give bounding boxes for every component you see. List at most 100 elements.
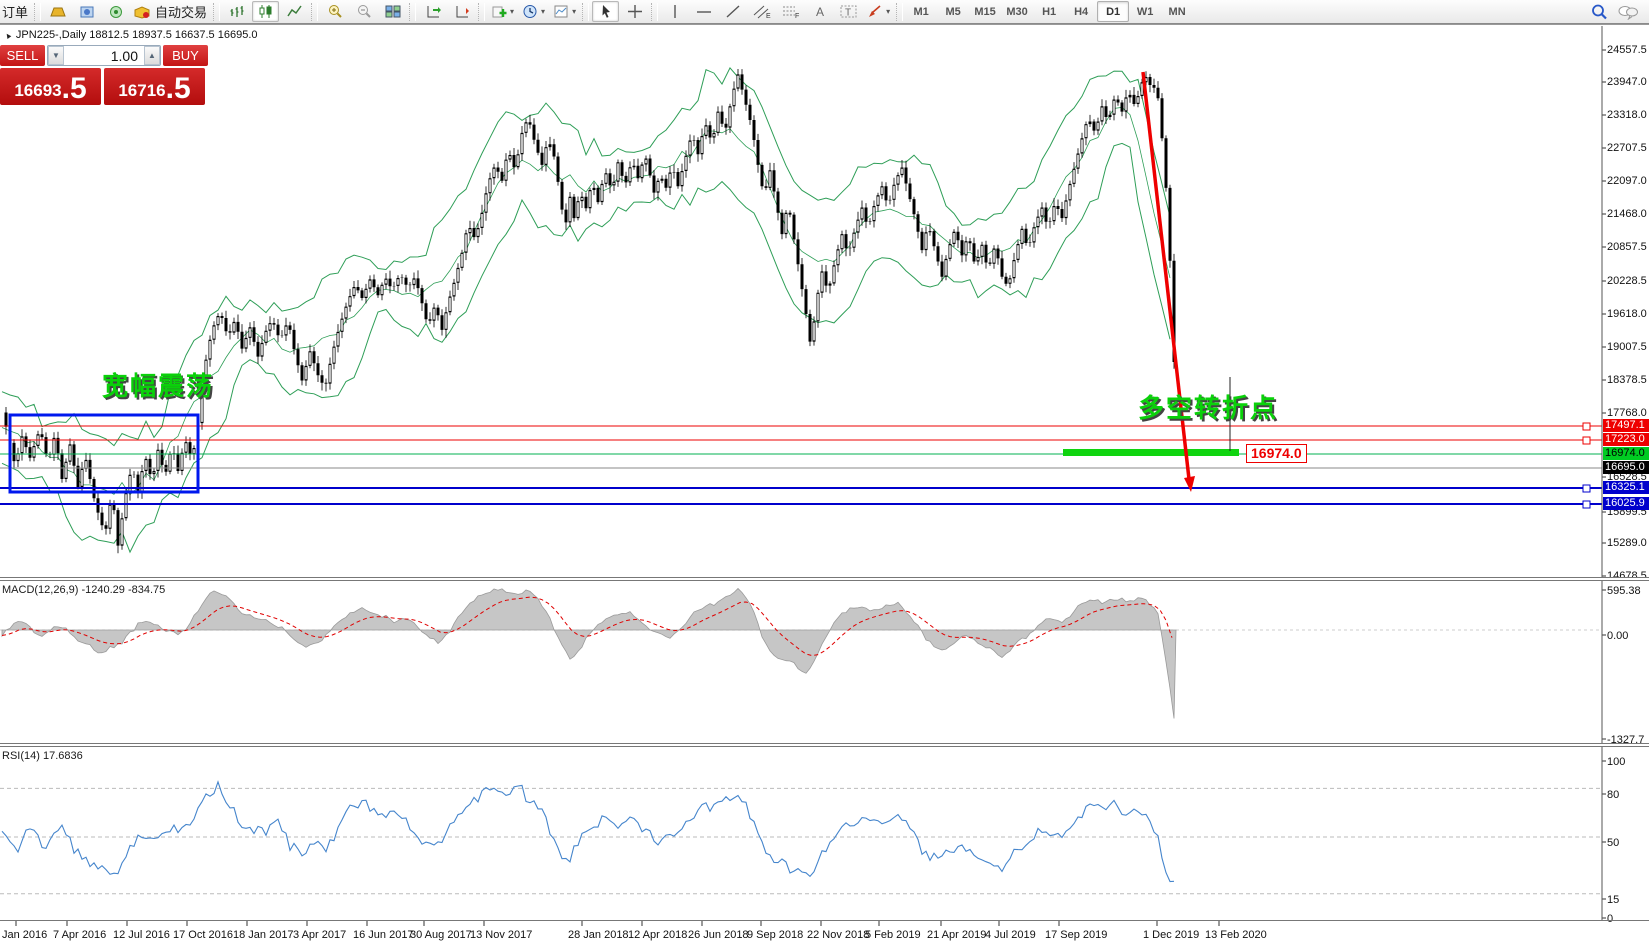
timeframe-button-m1[interactable]: M1 [913,5,929,18]
bar-chart-icon[interactable] [223,1,250,22]
line-endpoint-handle[interactable] [1582,484,1591,493]
date-label: 28 Jan 2018 [568,929,629,941]
new-order-label[interactable]: 订单 [2,5,29,20]
date-label: 17 Oct 2016 [173,929,233,941]
trade-prices-row: 16693 .5 16716 .5 [0,68,208,105]
crosshair-icon[interactable] [621,1,648,22]
trendline-icon[interactable] [719,1,746,22]
price-axis-tick: 17768.0 [1607,407,1647,419]
svg-text:A: A [816,5,824,19]
date-label: Jan 2016 [2,929,48,941]
date-label: 13 Nov 2017 [470,929,533,941]
date-label: 3 Apr 2017 [293,929,347,941]
volume-increase-button[interactable]: ▲ [144,46,160,65]
market-watch-icon[interactable] [73,1,100,22]
macd-signal-line[interactable] [1,596,1173,657]
zoom-out-icon[interactable] [350,1,377,22]
red-trend-arrowhead[interactable] [1184,476,1195,492]
date-label: 5 Feb 2019 [865,929,921,941]
price-axis-tick: 15289.0 [1607,537,1647,549]
candlestick-chart-icon[interactable] [252,1,280,22]
candle-bull-hollows [17,75,1147,545]
one-click-trade-panel: SELL ▼ ▲ BUY 16693 .5 16716 .5 [0,45,208,105]
date-label: 26 Jun 2018 [688,929,749,941]
blue-range-rectangle[interactable] [8,413,200,494]
periods-icon[interactable]: ▾ [519,1,548,22]
volume-input[interactable] [64,46,144,65]
buy-price-box[interactable]: 16716 .5 [104,68,205,105]
broadcast-icon[interactable] [102,1,129,22]
volume-stepper: ▼ ▲ [47,45,161,66]
buy-button[interactable]: BUY [163,45,208,66]
rsi-indicator-label: RSI(14) 17.6836 [2,750,83,762]
price-tag: 16695.0 [1603,461,1649,474]
price-tag: 16974.0 [1603,447,1649,460]
timeframe-button-h1[interactable]: H1 [1042,5,1057,18]
date-label: 30 Aug 2017 [410,929,472,941]
timeframe-buttons: M1 M5 M15 M30 H1 H4 D1 W1 MN [905,1,1193,22]
timeframe-button-m5[interactable]: M5 [945,5,961,18]
gold-ingot-icon[interactable] [44,1,71,22]
sell-price-box[interactable]: 16693 .5 [0,68,101,105]
timeframe-button-h4[interactable]: H4 [1074,5,1089,18]
chart-autoscroll-icon[interactable] [448,1,475,22]
chart-top-border [0,24,1649,25]
symbol-pointer-icon: ▲ [2,29,14,41]
zoom-in-icon[interactable] [321,1,348,22]
chart-shift-icon[interactable] [419,1,446,22]
timeframe-button-d1[interactable]: D1 [1097,1,1130,22]
price-axis-tick: 22707.5 [1607,142,1647,154]
price-axis-tick: 20228.5 [1607,275,1647,287]
date-label: 12 Apr 2018 [628,929,688,941]
timeframe-button-m15[interactable]: M15 [974,5,996,18]
date-label: 9 Sep 2018 [747,929,804,941]
macd-rsi-separator[interactable] [0,743,1649,747]
fibonacci-icon[interactable]: F [777,1,804,22]
rsi-axis-tick: 100 [1607,756,1626,768]
cursor-icon[interactable] [592,1,620,22]
annotation-wide-range-oscillation[interactable]: 宽幅震荡 [102,371,215,401]
autotrade-button[interactable]: 自动交易 [131,1,210,22]
tile-windows-icon[interactable] [379,1,406,22]
channel-icon[interactable]: E [748,1,775,22]
search-icon[interactable] [1585,1,1612,22]
price-axis-tick: 24557.5 [1607,44,1647,56]
rsi-line[interactable] [1,780,1175,883]
sell-button[interactable]: SELL [0,45,45,66]
toolbar-separator [896,2,904,21]
timeframe-button-w1[interactable]: W1 [1136,5,1154,18]
macd-histogram[interactable] [1,587,1177,719]
price-axis-tick: 20857.5 [1607,241,1647,253]
dropdown-caret-icon: ▾ [886,7,891,16]
bollinger-middle-band[interactable] [1,106,1171,496]
line-endpoint-handle[interactable] [1582,436,1591,445]
timeframe-button-m30[interactable]: M30 [1006,5,1028,18]
candle-bodies [4,74,1176,546]
date-label: 12 Jul 2016 [113,929,170,941]
autotrade-label: 自动交易 [155,5,208,20]
chat-icon[interactable] [1614,1,1642,22]
templates-icon[interactable]: ▾ [550,1,579,22]
red-trend-arrow[interactable] [1141,71,1191,480]
arrows-icon[interactable]: ▾ [864,1,893,22]
line-endpoint-handle[interactable] [1582,422,1591,431]
bollinger-upper-band[interactable] [1,67,1171,447]
timeframe-button-mn[interactable]: MN [1168,5,1186,18]
text-icon[interactable]: A [806,1,833,22]
green-level-bar[interactable] [1063,449,1239,456]
price-level-callout[interactable]: 16974.0 [1246,444,1307,463]
annotation-bull-bear-turning-point[interactable]: 多空转折点 [1138,393,1279,423]
svg-text:T: T [845,8,851,19]
main-macd-separator[interactable] [0,577,1649,581]
line-endpoint-handle[interactable] [1582,500,1591,509]
price-tag: 16025.9 [1603,497,1649,510]
price-axis-tick: 23318.0 [1607,109,1647,121]
text-label-icon[interactable]: T [835,1,862,22]
vertical-line-icon[interactable] [661,1,688,22]
svg-text:E: E [766,13,771,19]
line-chart-icon[interactable] [281,1,308,22]
volume-decrease-button[interactable]: ▼ [48,46,64,65]
horizontal-line-icon[interactable] [690,1,717,22]
indicators-icon[interactable]: ▾ [488,1,517,22]
